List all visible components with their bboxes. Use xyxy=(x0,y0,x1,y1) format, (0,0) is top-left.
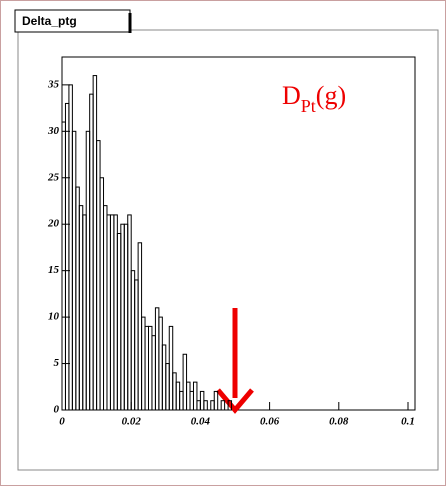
x-tick-label: 0.08 xyxy=(329,416,349,428)
x-tick-label: 0.1 xyxy=(401,416,415,428)
y-tick-label: 30 xyxy=(47,125,60,137)
y-tick-label: 15 xyxy=(48,264,60,276)
bar xyxy=(220,400,226,411)
pad xyxy=(17,29,439,471)
x-tick-label: 0.06 xyxy=(260,416,280,428)
y-tick-label: 5 xyxy=(54,357,60,369)
annotation-main: D xyxy=(282,81,301,110)
y-tick-label: 10 xyxy=(48,311,60,323)
y-tick-label: 25 xyxy=(47,171,60,183)
annotation-tail: (g) xyxy=(316,81,346,110)
annotation-sub: Pt xyxy=(301,96,316,116)
annotation: DPt(g) xyxy=(282,81,346,116)
x-tick-label: 0.02 xyxy=(122,416,142,428)
y-tick-label: 0 xyxy=(54,404,60,416)
y-tick-label: 35 xyxy=(47,78,60,90)
chart-title: Delta_ptg xyxy=(22,14,77,28)
arrow-head xyxy=(216,388,254,414)
x-tick-label: 0.04 xyxy=(191,416,211,428)
x-tick-label: 0 xyxy=(59,416,65,428)
bar xyxy=(227,400,233,411)
bar xyxy=(192,381,198,411)
bar xyxy=(213,390,219,411)
bar xyxy=(203,400,208,411)
y-tick-label: 20 xyxy=(47,218,60,230)
bar xyxy=(168,325,174,411)
